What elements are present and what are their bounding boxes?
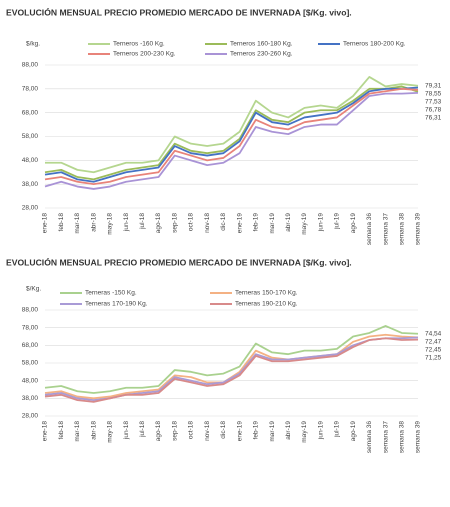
x-tick-label: semana 36 — [366, 421, 373, 454]
y-tick-label: 78,00 — [22, 86, 39, 93]
x-tick-label: mar-19 — [269, 421, 276, 442]
x-tick-label: nov-18 — [204, 213, 211, 233]
y-tick-label: 68,00 — [22, 109, 39, 116]
x-tick-label: semana 38 — [399, 213, 406, 246]
x-tick-label: jun-18 — [123, 421, 130, 440]
y-tick-label: 28,00 — [22, 413, 39, 420]
x-tick-label: dic-18 — [220, 213, 227, 231]
series-line — [44, 87, 419, 186]
legend-label: Terneros -160 Kg. — [113, 41, 165, 48]
x-tick-label: oct-18 — [188, 213, 195, 231]
x-tick-label: semana 38 — [399, 421, 406, 454]
legend-label: Terneras 170-190 Kg. — [85, 301, 148, 308]
series-line — [44, 91, 419, 190]
series-line — [44, 85, 419, 181]
x-tick-label: feb-18 — [58, 213, 65, 232]
x-tick-label: may-18 — [107, 421, 114, 443]
x-tick-label: feb-19 — [253, 213, 260, 232]
series-line — [44, 337, 419, 403]
x-tick-label: abr-18 — [90, 213, 97, 232]
chart-title: EVOLUCIÓN MENSUAL PRECIO PROMEDIO MERCAD… — [6, 6, 352, 17]
x-tick-label: semana 37 — [382, 421, 389, 454]
y-tick-label: 88,00 — [22, 307, 39, 314]
x-tick-label: mar-18 — [74, 421, 81, 442]
x-tick-label: abr-19 — [285, 421, 292, 440]
x-tick-label: jul-19 — [334, 421, 341, 438]
data-label: 77,53 — [425, 98, 442, 105]
x-tick-label: ene-18 — [42, 213, 49, 234]
x-tick-label: abr-18 — [90, 421, 97, 440]
x-tick-label: feb-18 — [58, 421, 65, 440]
x-tick-label: semana 39 — [415, 421, 422, 454]
legend-label: Terneros 160-180 Kg. — [230, 41, 293, 48]
y-tick-label: 68,00 — [22, 342, 39, 349]
x-tick-label: may-18 — [107, 213, 114, 235]
legend-label: Terneros 180-200 Kg. — [343, 41, 406, 48]
x-tick-label: ago-19 — [350, 421, 357, 442]
series-line — [44, 86, 419, 183]
data-label: 76,31 — [425, 114, 442, 121]
x-tick-label: sep-18 — [171, 213, 178, 233]
x-tick-label: semana 37 — [382, 213, 389, 246]
legend-label: Terneras 190-210 Kg. — [235, 301, 298, 308]
x-tick-label: jun-19 — [317, 213, 324, 232]
x-tick-label: may-19 — [301, 213, 308, 235]
y-tick-label: 38,00 — [22, 395, 39, 402]
x-tick-label: nov-18 — [204, 421, 211, 441]
x-tick-label: mar-18 — [74, 213, 81, 234]
data-label: 78,55 — [425, 90, 442, 97]
y-tick-label: 38,00 — [22, 181, 39, 188]
x-tick-label: abr-19 — [285, 213, 292, 232]
series-line — [44, 325, 419, 394]
data-label: 71,25 — [425, 354, 442, 361]
legend-label: Terneras -150 Kg. — [85, 290, 137, 297]
chart-title: EVOLUCIÓN MENSUAL PRECIO PROMEDIO MERCAD… — [6, 256, 352, 267]
series-line — [44, 333, 419, 400]
x-tick-label: semana 36 — [366, 213, 373, 246]
y-tick-label: 48,00 — [22, 377, 39, 384]
y-axis-label: $/Kg. — [26, 286, 41, 293]
data-label: 79,31 — [425, 82, 442, 89]
x-tick-label: mar-19 — [269, 213, 276, 234]
series-line — [44, 336, 419, 401]
x-tick-label: ene-19 — [236, 213, 243, 234]
x-tick-label: jul-19 — [334, 213, 341, 230]
x-tick-label: feb-19 — [253, 421, 260, 440]
y-tick-label: 28,00 — [22, 205, 39, 212]
x-tick-label: ago-18 — [155, 421, 162, 442]
x-tick-label: jun-19 — [317, 421, 324, 440]
y-tick-label: 88,00 — [22, 62, 39, 69]
x-tick-label: may-19 — [301, 421, 308, 443]
legend-label: Terneras 150-170 Kg. — [235, 290, 298, 297]
x-tick-label: dic-18 — [220, 421, 227, 439]
y-tick-label: 58,00 — [22, 360, 39, 367]
data-label: 74,54 — [425, 330, 442, 337]
legend-label: Terneros 230-260 Kg. — [230, 51, 293, 58]
x-tick-label: ago-19 — [350, 213, 357, 234]
y-tick-label: 78,00 — [22, 324, 39, 331]
x-tick-label: jul-18 — [139, 213, 146, 230]
legend-label: Terneros 200-230 Kg. — [113, 51, 176, 58]
x-tick-label: oct-18 — [188, 421, 195, 439]
data-label: 72,47 — [425, 338, 442, 345]
x-tick-label: sep-18 — [171, 421, 178, 441]
x-tick-label: jul-18 — [139, 421, 146, 438]
x-tick-label: semana 39 — [415, 213, 422, 246]
x-tick-label: ene-19 — [236, 421, 243, 442]
data-label: 72,45 — [425, 346, 442, 353]
data-label: 76,78 — [425, 106, 442, 113]
y-tick-label: 48,00 — [22, 157, 39, 164]
x-tick-label: ene-18 — [42, 421, 49, 442]
y-tick-label: 58,00 — [22, 133, 39, 140]
series-line — [45, 76, 419, 174]
y-axis-label: $/kg. — [26, 41, 40, 48]
x-tick-label: jun-18 — [123, 213, 130, 232]
x-tick-label: ago-18 — [155, 213, 162, 234]
